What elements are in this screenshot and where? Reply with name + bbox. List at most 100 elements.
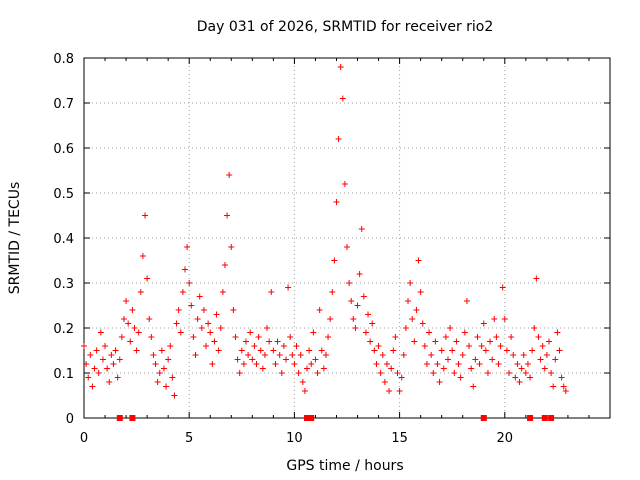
data-point <box>133 347 140 354</box>
data-point <box>459 352 466 358</box>
baseline-marker <box>480 415 487 421</box>
data-point <box>93 347 100 354</box>
data-point <box>304 365 311 372</box>
data-point <box>169 374 176 381</box>
data-point <box>386 388 393 394</box>
y-tick-label: 0.2 <box>53 322 74 337</box>
data-point <box>276 352 283 358</box>
data-point <box>318 347 325 354</box>
data-point <box>535 334 542 340</box>
data-point <box>520 352 527 358</box>
data-point <box>373 361 380 367</box>
data-point <box>487 338 494 345</box>
data-point <box>379 352 386 358</box>
data-point <box>527 374 534 381</box>
data-point <box>388 365 395 372</box>
data-point <box>306 347 313 354</box>
data-point <box>99 356 106 363</box>
data-point <box>369 320 376 327</box>
data-point <box>447 325 454 331</box>
data-point <box>383 361 390 367</box>
data-point <box>257 347 264 354</box>
data-point <box>314 370 321 376</box>
data-point <box>280 343 287 349</box>
data-point <box>537 356 544 363</box>
data-point <box>558 374 565 381</box>
data-point <box>106 379 113 385</box>
y-tick-label: 0.1 <box>53 367 74 382</box>
data-point <box>104 365 111 372</box>
data-point <box>91 365 98 372</box>
data-point <box>171 392 178 399</box>
data-point <box>102 343 109 349</box>
x-tick-label: 5 <box>185 431 193 446</box>
data-point <box>341 181 348 187</box>
data-point <box>245 352 252 358</box>
data-point <box>396 388 403 394</box>
data-point <box>331 257 338 264</box>
data-point <box>148 334 155 340</box>
data-point <box>228 244 235 250</box>
data-point <box>493 334 500 340</box>
data-point <box>419 320 426 327</box>
data-point <box>348 298 355 304</box>
data-point <box>150 352 157 358</box>
data-point <box>335 136 342 142</box>
data-point <box>560 383 567 390</box>
data-point <box>289 352 296 358</box>
data-point <box>354 302 361 309</box>
data-point <box>413 307 420 313</box>
data-point <box>285 284 292 291</box>
data-point <box>211 338 218 345</box>
data-point <box>194 316 201 322</box>
data-point <box>89 383 96 390</box>
data-point <box>444 356 451 363</box>
data-point <box>316 307 323 313</box>
data-point <box>177 329 184 336</box>
data-point <box>329 289 336 295</box>
data-point <box>434 361 441 367</box>
data-point <box>327 316 334 322</box>
data-point <box>261 352 268 358</box>
data-point <box>295 370 302 376</box>
data-point <box>407 280 414 286</box>
data-point <box>154 379 161 385</box>
data-point <box>339 95 346 102</box>
data-point <box>85 374 92 381</box>
chart-title: Day 031 of 2026, SRMTID for receiver rio… <box>197 19 494 35</box>
y-tick-label: 0.8 <box>53 52 74 67</box>
data-point <box>550 383 557 390</box>
data-point <box>337 64 344 70</box>
data-point <box>360 293 367 300</box>
data-point <box>470 383 477 390</box>
data-point <box>240 361 247 367</box>
baseline-marker <box>129 415 136 421</box>
data-point <box>436 379 443 385</box>
data-point <box>320 365 327 372</box>
data-point <box>417 289 424 295</box>
data-point <box>158 347 165 354</box>
baseline-marker <box>308 415 315 421</box>
data-point <box>200 307 207 313</box>
baseline-marker <box>116 415 123 421</box>
data-point <box>186 280 193 286</box>
y-tick-label: 0 <box>66 412 74 427</box>
data-point <box>463 298 470 304</box>
data-point <box>156 370 163 376</box>
data-point <box>398 374 405 381</box>
y-tick-label: 0.4 <box>53 232 74 247</box>
data-point <box>190 334 197 340</box>
data-point <box>272 361 279 367</box>
data-point <box>358 226 365 232</box>
data-point <box>297 352 304 358</box>
data-point <box>144 275 151 282</box>
data-point <box>421 343 428 349</box>
x-tick-label: 10 <box>286 431 303 446</box>
data-point <box>192 352 199 358</box>
data-point <box>529 347 536 354</box>
data-point <box>270 347 277 354</box>
data-point <box>219 289 226 295</box>
data-point <box>541 365 548 372</box>
data-point <box>274 338 281 345</box>
data-point <box>402 325 409 331</box>
